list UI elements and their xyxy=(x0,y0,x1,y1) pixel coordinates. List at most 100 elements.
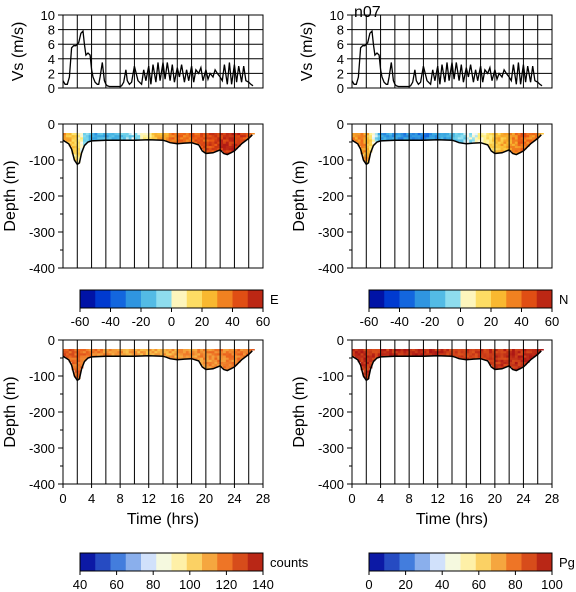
heatmap-cell xyxy=(472,133,476,136)
heatmap-cell xyxy=(460,141,464,143)
heatmap-cell xyxy=(486,135,490,138)
heatmap-cell xyxy=(165,135,170,138)
heatmap-cell xyxy=(466,139,470,143)
heatmap-cell xyxy=(203,135,207,138)
colorbar-tick-label: 100 xyxy=(541,577,563,592)
heatmap-cell xyxy=(231,133,235,136)
heatmap-cell xyxy=(417,133,421,136)
heatmap-cell xyxy=(68,143,72,147)
heatmap-cell xyxy=(74,148,78,151)
heatmap-cell xyxy=(460,353,464,356)
heatmap-cell xyxy=(512,150,516,153)
heatmap-cell xyxy=(85,135,90,138)
heatmap-cell xyxy=(357,143,361,147)
colorbar-segment xyxy=(171,553,188,571)
heatmap-cell xyxy=(211,150,215,153)
heatmap-cell xyxy=(514,351,519,354)
heatmap-cell xyxy=(494,135,499,138)
heatmap-cell xyxy=(205,145,210,149)
heatmap-cell xyxy=(494,139,499,143)
heatmap-cell xyxy=(74,133,78,136)
heatmap-cell xyxy=(143,349,147,352)
heatmap-cell xyxy=(497,133,501,136)
heatmap-cell xyxy=(494,361,499,365)
heatmap-cell xyxy=(151,351,155,354)
heatmap-cell xyxy=(105,351,110,354)
heatmap-cell xyxy=(174,349,178,352)
heatmap-cell xyxy=(386,349,390,352)
heatmap-cell xyxy=(360,351,364,354)
heatmap-cell xyxy=(103,353,107,356)
heatmap-cell xyxy=(154,137,158,140)
heatmap-cell xyxy=(225,353,230,356)
heatmap-cell xyxy=(380,353,384,356)
heatmap-cell xyxy=(452,133,456,136)
heatmap-cell xyxy=(452,351,456,354)
heatmap-cell xyxy=(454,139,459,142)
colorbar-tick-label: -20 xyxy=(132,314,151,329)
heatmap-cell xyxy=(208,133,212,136)
heatmap-cell xyxy=(466,137,470,140)
heatmap-cell xyxy=(71,364,75,367)
heatmap-cell xyxy=(423,349,427,352)
heatmap-cell xyxy=(357,353,361,356)
heatmap-cell xyxy=(497,359,501,363)
heatmap-cell xyxy=(483,351,487,354)
heatmap-cell xyxy=(77,353,81,356)
heatmap-cell xyxy=(506,364,510,367)
y-tick-label: -400 xyxy=(29,477,55,492)
heatmap-cell xyxy=(509,137,513,140)
heatmap-cell xyxy=(532,133,536,136)
heatmap-cell xyxy=(517,349,521,352)
x-axis-label: Time (hrs) xyxy=(127,511,199,528)
heatmap-cell xyxy=(245,135,250,138)
heatmap-cell xyxy=(523,361,527,365)
heatmap-cell xyxy=(380,355,384,357)
heatmap-cell xyxy=(228,137,232,140)
heatmap-cell xyxy=(220,133,224,136)
heatmap-cell xyxy=(392,135,396,138)
heatmap-cell xyxy=(74,353,78,356)
heatmap-cell xyxy=(466,355,470,359)
heatmap-cell xyxy=(180,349,184,352)
heatmap-cell xyxy=(357,351,361,354)
heatmap-cell xyxy=(80,141,84,145)
heatmap-cell xyxy=(463,351,467,354)
heatmap-cell xyxy=(203,145,207,149)
heatmap-cell xyxy=(200,137,204,140)
heatmap-cell xyxy=(517,150,521,153)
heatmap-cell xyxy=(77,141,81,145)
heatmap-cell xyxy=(534,135,539,138)
heatmap-cell xyxy=(514,145,519,149)
heatmap-cell xyxy=(228,143,232,147)
data-layer xyxy=(62,29,553,571)
heatmap-cell xyxy=(151,133,155,136)
heatmap-cell xyxy=(352,355,356,357)
heatmap-cell xyxy=(188,133,192,136)
heatmap-cell xyxy=(111,137,115,140)
heatmap-cell xyxy=(352,133,356,136)
colorbar-tick-label: 0 xyxy=(168,314,175,329)
heatmap-cell xyxy=(503,353,507,356)
heatmap-cell xyxy=(454,351,459,354)
colorbar-segment xyxy=(384,553,400,571)
heatmap-cell xyxy=(509,353,513,356)
heatmap-cell xyxy=(363,353,367,356)
heatmap-cell xyxy=(214,133,218,136)
heatmap-cell xyxy=(240,141,244,144)
heatmap-cell xyxy=(74,349,78,352)
heatmap-cell xyxy=(477,355,481,359)
heatmap-cell xyxy=(200,145,204,149)
heatmap-cell xyxy=(203,366,207,369)
heatmap-cell xyxy=(71,355,75,359)
heatmap-cell xyxy=(443,353,447,356)
heatmap-cell xyxy=(369,148,373,151)
heatmap-cell xyxy=(532,355,536,358)
heatmap-cell xyxy=(509,145,513,149)
heatmap-cell xyxy=(168,135,172,138)
heatmap-cell xyxy=(205,150,210,153)
heatmap-cell xyxy=(231,145,235,149)
x-tick-label: 16 xyxy=(170,491,184,506)
heatmap-cell xyxy=(234,139,238,143)
heatmap-cell xyxy=(434,133,439,136)
